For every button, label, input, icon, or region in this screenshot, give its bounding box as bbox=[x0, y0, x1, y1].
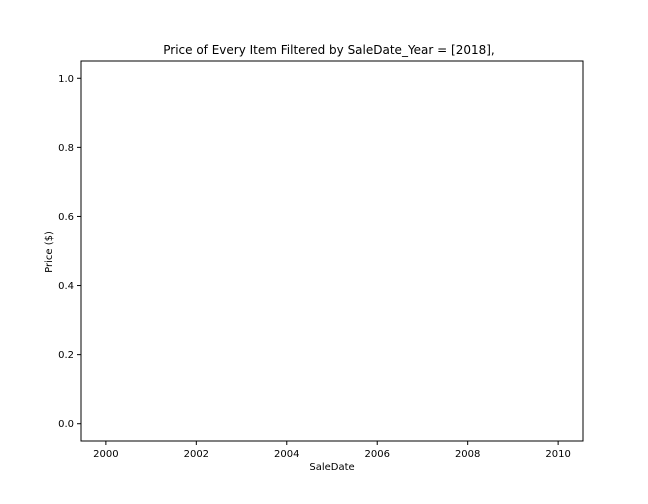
x-axis: 2000 2002 2004 2006 2008 2010 bbox=[93, 441, 571, 460]
y-tick-label: 0.8 bbox=[58, 143, 74, 154]
y-tick-label: 0.2 bbox=[58, 350, 74, 361]
x-axis-label: SaleDate bbox=[309, 462, 354, 473]
chart-title: Price of Every Item Filtered by SaleDate… bbox=[163, 43, 495, 57]
x-tick-label: 2002 bbox=[184, 449, 209, 460]
y-axis: 0.0 0.2 0.4 0.6 0.8 1.0 bbox=[58, 74, 81, 430]
y-tick-label: 1.0 bbox=[58, 74, 74, 85]
y-axis-label: Price ($) bbox=[44, 231, 55, 273]
x-tick-label: 2000 bbox=[93, 449, 118, 460]
x-tick-label: 2010 bbox=[545, 449, 570, 460]
y-tick-label: 0.4 bbox=[58, 281, 74, 292]
x-tick-label: 2006 bbox=[364, 449, 389, 460]
plot-area-frame bbox=[80, 60, 584, 442]
y-tick-label: 0.6 bbox=[58, 212, 74, 223]
x-tick-label: 2008 bbox=[455, 449, 480, 460]
x-tick-label: 2004 bbox=[274, 449, 299, 460]
y-tick-label: 0.0 bbox=[58, 419, 74, 430]
